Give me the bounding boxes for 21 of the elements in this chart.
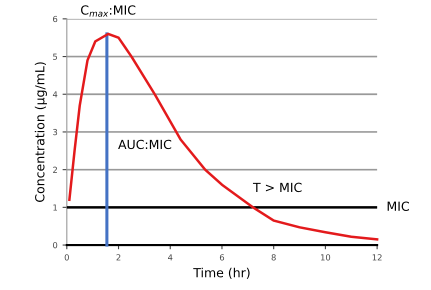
annotation: C$_{max}$:MIC (81, 5, 136, 17)
y-tick-label: 4 (52, 91, 58, 98)
ref-line-label: MIC (388, 202, 409, 211)
line-series (68, 32, 378, 241)
x-tick-label: 12 (372, 254, 382, 260)
x-tick-label: 4 (168, 254, 172, 260)
x-tick-label: 10 (321, 254, 330, 261)
x-tick-label: 6 (220, 254, 224, 261)
y-axis-title: Concentration (µg/mL) (34, 62, 47, 202)
x-tick-label: 2 (116, 254, 120, 260)
y-tick-label: 3 (53, 128, 58, 136)
y-tick-label: 2 (53, 166, 57, 173)
y-tick-label: 0 (53, 242, 58, 248)
annotation: AUC:MIC (118, 140, 172, 150)
annotation: T > MIC (252, 182, 302, 192)
y-tick-label: 5 (53, 54, 58, 60)
x-tick-label: 8 (272, 254, 276, 261)
x-tick-label: 0 (64, 254, 69, 261)
y-tick-label: 1 (53, 204, 58, 211)
x-axis-title: Time (hr) (193, 268, 250, 279)
y-tick-label: 6 (53, 16, 58, 22)
